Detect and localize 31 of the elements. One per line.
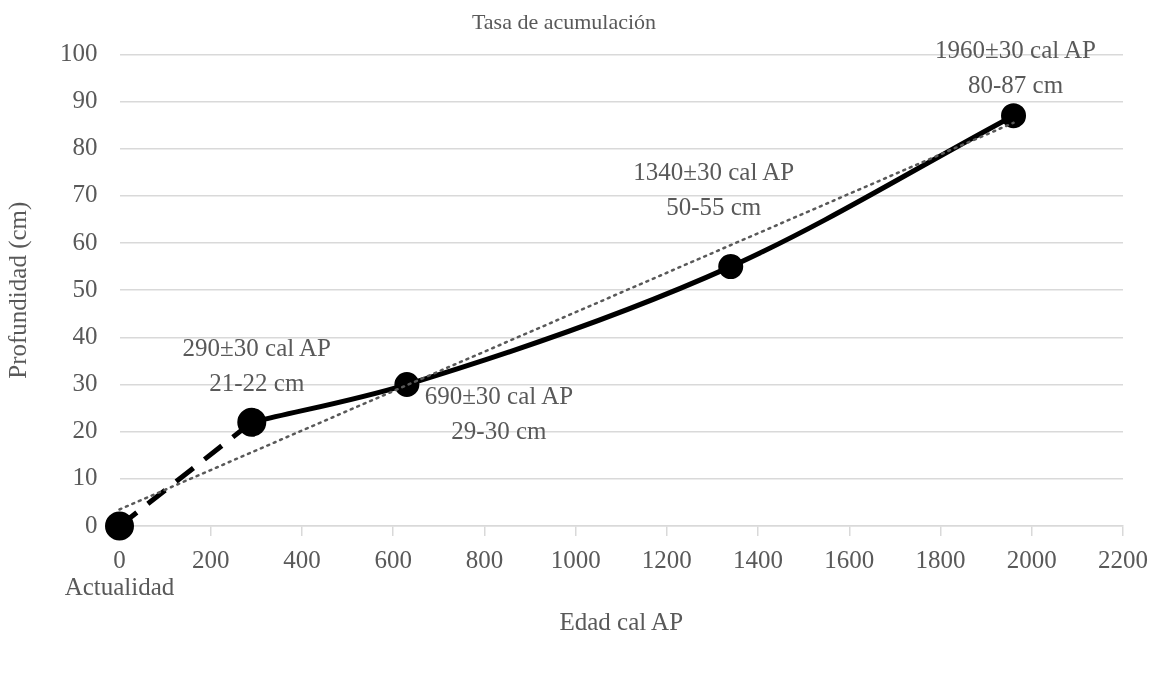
x-tick-label: 200 (191, 545, 230, 573)
x-tick-label: 2200 (1098, 545, 1148, 573)
y-tick-label: 10 (72, 463, 98, 491)
y-tick-label: 30 (72, 369, 98, 397)
x-tick-label: 0 (113, 545, 126, 573)
x-tick-label: 1600 (824, 545, 875, 573)
y-tick-label: 90 (72, 86, 98, 114)
y-tick-label: 0 (85, 510, 98, 538)
y-tick-label: 80 (72, 133, 98, 161)
annotation: 690±30 cal AP 29-30 cm (424, 382, 574, 445)
annotation: 290±30 cal AP 21-22 cm (182, 333, 331, 396)
annotation: Actualidad (64, 572, 175, 600)
x-tick-label: 1400 (733, 545, 784, 573)
y-tick-label: 40 (72, 321, 98, 349)
y-tick-label: 60 (72, 227, 98, 255)
x-tick-label: 1000 (550, 545, 601, 573)
chart-title: Tasa de acumulación (471, 8, 657, 34)
x-tick-label: 2000 (1006, 545, 1057, 573)
x-tick-label: 1800 (915, 545, 966, 573)
y-tick-label: 70 (72, 180, 98, 208)
annotation: 1960±30 cal AP 80-87 cm (935, 36, 1096, 99)
x-tick-label: 1200 (641, 545, 692, 573)
x-tick-label: 800 (465, 545, 504, 573)
y-axis-title: Profundidad (cm) (3, 201, 32, 379)
annotation: 1340±30 cal AP 50-55 cm (633, 158, 795, 221)
x-tick-label: 600 (374, 545, 412, 573)
y-tick-label: 20 (72, 416, 98, 444)
y-tick-label: 50 (72, 274, 98, 302)
y-tick-label: 100 (60, 38, 98, 66)
x-axis-title: Edad cal AP (559, 607, 684, 635)
x-tick-label: 400 (283, 545, 321, 573)
